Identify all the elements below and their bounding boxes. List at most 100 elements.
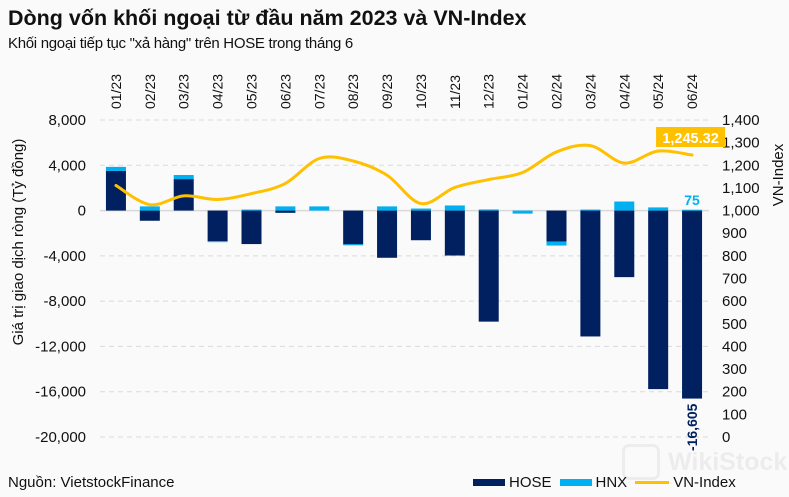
bar-hose bbox=[275, 210, 296, 213]
x-tick-label: 04/24 bbox=[616, 74, 632, 109]
x-tick-label: 08/23 bbox=[345, 74, 361, 109]
y-tick-label: -12,000 bbox=[35, 338, 86, 355]
bar-hose bbox=[105, 170, 126, 211]
legend: HOSE HNX VN-Index bbox=[473, 473, 744, 491]
bar-hnx bbox=[546, 241, 567, 246]
gridlines bbox=[100, 119, 709, 438]
bar-hnx bbox=[648, 207, 669, 211]
y-axis-title: Giá trị giao dịch ròng (Tỷ đồng) bbox=[10, 139, 27, 346]
bar-hose bbox=[241, 210, 262, 245]
y2-axis-title: VN-Index bbox=[770, 143, 787, 206]
y2-tick-label: 100 bbox=[722, 406, 747, 423]
bar-hnx bbox=[410, 208, 431, 211]
x-tick-label: 11/23 bbox=[447, 75, 463, 109]
y2-tick-label: 600 bbox=[722, 293, 747, 310]
hnx-last-value-label: 75 bbox=[684, 192, 700, 208]
y2-tick-label: 1,400 bbox=[722, 112, 760, 129]
bar-hose bbox=[410, 210, 431, 241]
y-tick-label: 8,000 bbox=[48, 112, 86, 129]
x-tick-label: 03/24 bbox=[582, 74, 598, 109]
y-tick-label: -20,000 bbox=[35, 429, 86, 446]
legend-swatch-vnindex bbox=[635, 480, 670, 484]
bar-hose bbox=[614, 210, 635, 278]
y2-tick-label: 700 bbox=[722, 271, 747, 288]
bar-hnx bbox=[512, 210, 533, 214]
bar-hose bbox=[139, 210, 160, 221]
y-tick-label: -16,000 bbox=[35, 384, 86, 401]
vnindex-last-value-box bbox=[656, 127, 726, 147]
bar-hnx bbox=[173, 175, 194, 180]
x-tick-label: 05/23 bbox=[244, 74, 260, 109]
y-tick-label: -8,000 bbox=[43, 293, 86, 310]
bar-hnx bbox=[105, 166, 126, 171]
bar-hnx bbox=[377, 206, 398, 211]
bar-hnx bbox=[614, 201, 635, 211]
bar-hnx bbox=[682, 209, 703, 211]
legend-swatch-hose bbox=[473, 478, 505, 486]
x-tick-label: 01/23 bbox=[108, 74, 124, 109]
y2-tick-label: 1,300 bbox=[722, 135, 760, 152]
bar-hose bbox=[377, 210, 398, 258]
bar-hose bbox=[444, 210, 465, 256]
x-tick-label: 04/23 bbox=[210, 74, 226, 109]
source-note: Nguồn: VietstockFinance bbox=[8, 474, 175, 491]
watermark: WikiStock bbox=[622, 444, 787, 480]
y2-tick-label: 1,000 bbox=[722, 203, 760, 220]
vnindex-last-value-label: 1,245.32 bbox=[662, 131, 718, 147]
bar-hnx bbox=[139, 206, 160, 211]
bar-hnx bbox=[478, 209, 499, 211]
legend-label-hose: HOSE bbox=[509, 473, 552, 491]
legend-item-vnindex[interactable]: VN-Index bbox=[635, 474, 736, 491]
y2-tick-label: 400 bbox=[722, 338, 747, 355]
x-tick-label: 02/23 bbox=[142, 74, 158, 109]
y2-tick-label: 900 bbox=[722, 225, 747, 242]
legend-label-vnindex: VN-Index bbox=[673, 473, 736, 491]
y2-tick-label: 1,200 bbox=[722, 157, 760, 174]
bar-hnx bbox=[580, 209, 601, 211]
y-tick-label: 4,000 bbox=[48, 157, 86, 174]
y-tick-label: -4,000 bbox=[43, 248, 86, 265]
chart-title: Dòng vốn khối ngoại từ đầu năm 2023 và V… bbox=[8, 6, 527, 30]
legend-label-hnx: HNX bbox=[595, 473, 628, 491]
x-tick-label: 09/23 bbox=[379, 74, 395, 109]
y2-tick-label: 300 bbox=[722, 361, 747, 378]
watermark-text: WikiStock bbox=[668, 447, 788, 476]
x-tick-label: 06/24 bbox=[684, 74, 700, 109]
bar-hose bbox=[648, 210, 669, 390]
y-tick-label: 0 bbox=[78, 203, 86, 220]
x-tick-label: 05/24 bbox=[650, 74, 666, 109]
y2-tick-label: 800 bbox=[722, 248, 747, 265]
x-tick-label: 06/23 bbox=[277, 74, 293, 109]
annotations: 1,245.32 75 -16,605 bbox=[656, 127, 726, 451]
bars bbox=[105, 166, 703, 399]
chart-subtitle: Khối ngoại tiếp tục "xả hàng" trên HOSE … bbox=[8, 35, 353, 52]
y2-tick-label: 200 bbox=[722, 384, 747, 401]
vnindex-line bbox=[114, 143, 694, 207]
hose-last-value-label: -16,605 bbox=[684, 403, 700, 451]
bar-hose bbox=[207, 210, 228, 242]
x-tick-label: 03/23 bbox=[176, 74, 192, 109]
x-tick-label: 01/24 bbox=[515, 74, 531, 109]
legend-swatch-hnx bbox=[559, 478, 592, 486]
legend-item-hnx[interactable]: HNX bbox=[559, 473, 628, 491]
x-tick-label: 02/24 bbox=[549, 74, 565, 109]
x-tick-label: 12/23 bbox=[481, 74, 497, 109]
bar-hnx bbox=[444, 205, 465, 211]
bar-hose bbox=[580, 210, 601, 337]
x-tick-label: 10/23 bbox=[413, 74, 429, 109]
bar-hnx bbox=[309, 206, 330, 211]
y2-tick-label: 500 bbox=[722, 316, 747, 333]
bar-hnx bbox=[207, 241, 228, 243]
bar-hose bbox=[682, 210, 703, 399]
bar-hose bbox=[478, 210, 499, 322]
axes: 8,000 4,000 0 -4,000 -8,000 -12,000 -16,000 -20… bbox=[10, 74, 787, 446]
bar-hose bbox=[546, 210, 567, 242]
x-tick-label: 07/23 bbox=[311, 74, 327, 109]
bar-hose bbox=[343, 210, 364, 245]
legend-item-hose[interactable]: HOSE bbox=[473, 474, 552, 491]
bar-hnx bbox=[343, 244, 364, 246]
bar-hnx bbox=[275, 206, 296, 211]
watermark-logo-icon bbox=[622, 444, 660, 480]
vnindex-series bbox=[114, 143, 694, 207]
